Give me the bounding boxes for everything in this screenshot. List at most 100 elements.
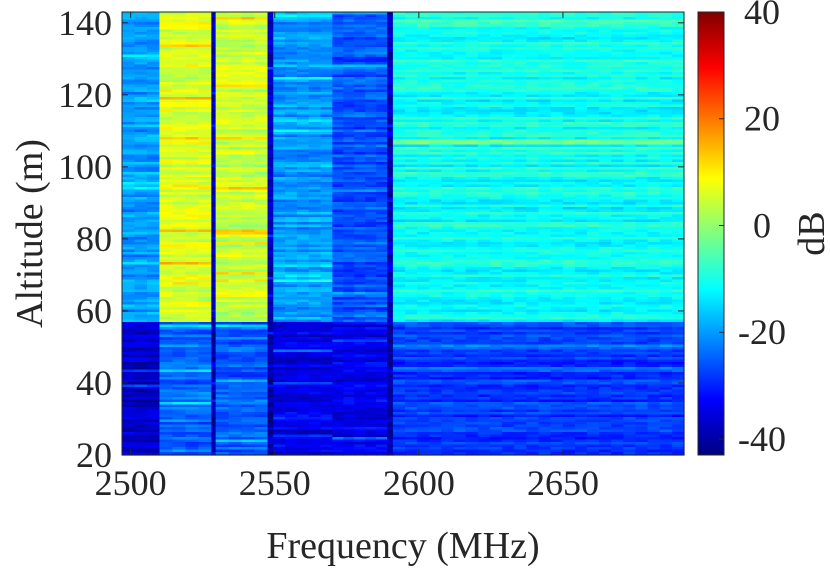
heatmap-cell bbox=[354, 432, 366, 436]
heatmap-cell bbox=[134, 242, 148, 246]
heatmap-cell bbox=[354, 199, 366, 203]
heatmap-cell bbox=[267, 239, 274, 243]
heatmap-cell bbox=[146, 37, 161, 41]
heatmap-cell bbox=[308, 279, 322, 283]
heatmap-cell bbox=[254, 349, 269, 353]
heatmap-cell bbox=[387, 109, 394, 113]
heatmap-cell bbox=[343, 277, 355, 281]
heatmap-cell bbox=[376, 272, 388, 276]
heatmap-cell bbox=[159, 59, 174, 63]
heatmap-cell bbox=[185, 217, 199, 221]
heatmap-cell bbox=[211, 452, 217, 456]
heatmap-cell bbox=[159, 384, 174, 388]
heatmap-cell bbox=[134, 367, 148, 371]
heatmap-cell bbox=[586, 69, 600, 73]
heatmap-cell bbox=[285, 439, 298, 443]
heatmap-cell bbox=[376, 57, 388, 61]
heatmap-cell bbox=[489, 62, 503, 66]
heatmap-cell bbox=[502, 77, 515, 81]
heatmap-cell bbox=[215, 174, 230, 178]
heatmap-cell bbox=[122, 262, 136, 266]
heatmap-cell bbox=[320, 377, 333, 381]
heatmap-cell bbox=[228, 374, 243, 378]
heatmap-cell bbox=[122, 207, 136, 211]
heatmap-cell bbox=[122, 47, 136, 51]
heatmap-cell bbox=[198, 382, 212, 386]
heatmap-cell bbox=[134, 299, 148, 303]
heatmap-cell bbox=[122, 362, 136, 366]
heatmap-cell bbox=[285, 167, 298, 171]
heatmap-cell bbox=[159, 194, 174, 198]
heatmap-cell bbox=[611, 84, 624, 88]
heatmap-cell bbox=[659, 12, 673, 16]
heatmap-cell bbox=[285, 267, 298, 271]
heatmap-cell bbox=[365, 412, 377, 416]
heatmap-cell bbox=[273, 94, 286, 98]
heatmap-cell bbox=[228, 212, 243, 216]
heatmap-cell bbox=[429, 29, 443, 33]
heatmap-cell bbox=[623, 44, 637, 48]
heatmap-cell bbox=[387, 197, 394, 201]
heatmap-cell bbox=[387, 44, 394, 48]
heatmap-cell bbox=[122, 74, 136, 78]
heatmap-cell bbox=[308, 277, 322, 281]
heatmap-cell bbox=[376, 319, 388, 323]
heatmap-cell bbox=[254, 179, 269, 183]
heatmap-cell bbox=[254, 42, 269, 46]
heatmap-cell bbox=[134, 137, 148, 141]
heatmap-cell bbox=[599, 84, 612, 88]
heatmap-cell bbox=[241, 27, 256, 31]
heatmap-cell bbox=[343, 67, 355, 71]
heatmap-cell bbox=[134, 329, 148, 333]
heatmap-cell bbox=[211, 59, 217, 63]
heatmap-cell bbox=[332, 342, 344, 346]
heatmap-cell bbox=[477, 69, 491, 73]
heatmap-cell bbox=[465, 24, 479, 28]
heatmap-cell bbox=[241, 117, 256, 121]
heatmap-cell bbox=[285, 337, 298, 341]
heatmap-cell bbox=[172, 397, 187, 401]
heatmap-cell bbox=[146, 167, 161, 171]
heatmap-cell bbox=[441, 39, 455, 43]
heatmap-cell bbox=[365, 54, 377, 58]
heatmap-cell bbox=[198, 367, 212, 371]
heatmap-cell bbox=[365, 17, 377, 21]
heatmap-cell bbox=[134, 262, 148, 266]
heatmap-cell bbox=[185, 152, 199, 156]
heatmap-cell bbox=[134, 407, 148, 411]
heatmap-cell bbox=[211, 284, 217, 288]
heatmap-cell bbox=[172, 124, 187, 128]
heatmap-cell bbox=[172, 432, 187, 436]
heatmap-cell bbox=[550, 24, 564, 28]
heatmap-cell bbox=[211, 364, 217, 368]
heatmap-cell bbox=[417, 12, 430, 16]
heatmap-cell bbox=[159, 357, 174, 361]
heatmap-cell bbox=[332, 237, 344, 241]
heatmap-cell bbox=[185, 139, 199, 143]
heatmap-cell bbox=[647, 17, 661, 21]
heatmap-cell bbox=[273, 44, 286, 48]
heatmap-cell bbox=[354, 289, 366, 293]
heatmap-cell bbox=[198, 19, 212, 23]
heatmap-cell bbox=[198, 92, 212, 96]
heatmap-cell bbox=[241, 122, 256, 126]
heatmap-cell bbox=[489, 49, 503, 53]
heatmap-cell bbox=[273, 334, 286, 338]
heatmap-cell bbox=[241, 174, 256, 178]
heatmap-cell bbox=[308, 94, 322, 98]
heatmap-cell bbox=[387, 384, 394, 388]
heatmap-cell bbox=[122, 282, 136, 286]
heatmap-cell bbox=[285, 452, 298, 456]
heatmap-cell bbox=[320, 99, 333, 103]
heatmap-cell bbox=[215, 172, 230, 176]
heatmap-cell bbox=[185, 389, 199, 393]
heatmap-cell bbox=[273, 259, 286, 263]
heatmap-cell bbox=[215, 154, 230, 158]
heatmap-cell bbox=[514, 67, 527, 71]
heatmap-cell bbox=[365, 304, 377, 308]
heatmap-cell bbox=[320, 24, 333, 28]
heatmap-cell bbox=[273, 179, 286, 183]
heatmap-cell bbox=[354, 437, 366, 441]
heatmap-cell bbox=[134, 279, 148, 283]
heatmap-cell bbox=[122, 344, 136, 348]
